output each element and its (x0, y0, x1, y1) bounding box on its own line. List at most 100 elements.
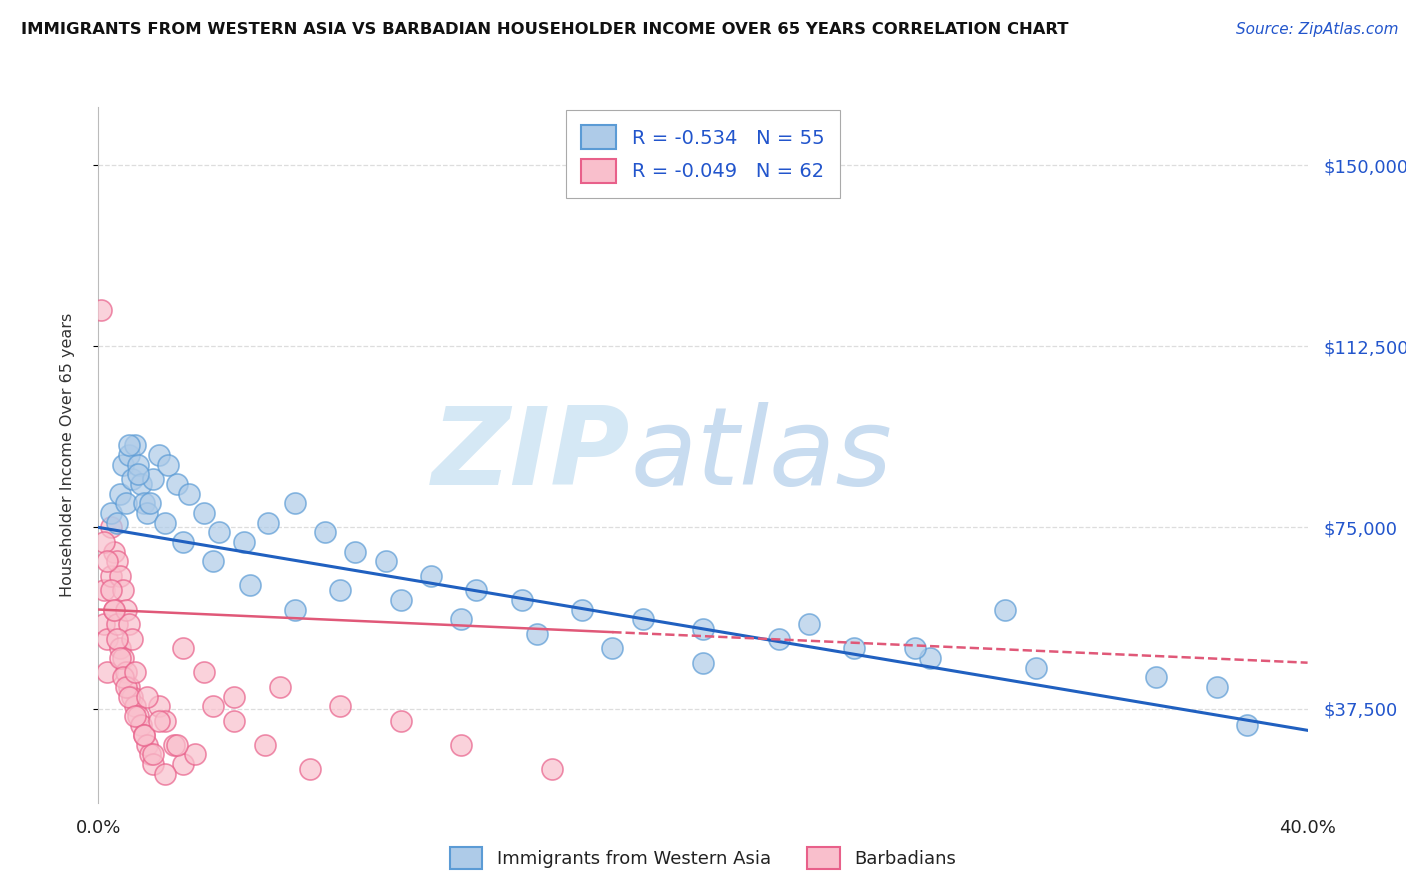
Point (100, 583, 122, 598)
Point (420, 568, 443, 582)
Point (142, 472, 165, 486)
Point (284, 496, 307, 510)
Point (153, 714, 176, 728)
Point (118, 690, 141, 704)
Point (179, 486, 201, 500)
Point (510, 592, 533, 607)
Point (132, 728, 155, 742)
Point (100, 520, 122, 534)
Point (202, 554, 225, 568)
Point (172, 757, 194, 772)
Point (797, 617, 820, 632)
Point (232, 534, 254, 549)
Point (135, 738, 157, 752)
Point (114, 680, 136, 694)
Point (153, 516, 176, 530)
Point (108, 641, 131, 656)
Point (768, 632, 790, 646)
Point (208, 525, 231, 540)
Point (389, 592, 412, 607)
Point (269, 680, 291, 694)
Point (844, 641, 866, 656)
Point (1236, 718, 1258, 732)
Point (224, 690, 246, 704)
Point (127, 708, 149, 723)
Point (96, 665, 118, 680)
Point (1206, 680, 1229, 694)
Point (114, 602, 136, 616)
Point (193, 665, 215, 680)
Point (108, 651, 131, 665)
Point (111, 670, 134, 684)
Point (105, 554, 128, 568)
Point (256, 516, 278, 530)
Point (132, 496, 155, 510)
Point (111, 458, 134, 472)
Point (299, 762, 322, 776)
Point (329, 699, 352, 714)
Point (314, 525, 336, 540)
Point (1024, 660, 1046, 674)
Point (692, 622, 714, 636)
Text: atlas: atlas (630, 402, 893, 508)
Point (103, 602, 125, 616)
Point (139, 496, 162, 510)
Point (602, 641, 624, 656)
Point (105, 617, 128, 632)
Point (139, 747, 162, 762)
Point (127, 458, 149, 472)
Point (1144, 670, 1167, 684)
Point (114, 665, 136, 680)
Point (166, 476, 188, 491)
Point (121, 690, 143, 704)
Point (124, 665, 146, 680)
Point (90, 303, 112, 318)
Point (105, 516, 128, 530)
Point (129, 718, 152, 732)
Point (114, 496, 136, 510)
Legend: Immigrants from Western Asia, Barbadians: Immigrants from Western Asia, Barbadians (441, 838, 965, 879)
Point (111, 651, 134, 665)
Point (253, 738, 276, 752)
Point (202, 699, 225, 714)
Y-axis label: Householder Income Over 65 years: Householder Income Over 65 years (60, 313, 75, 597)
Text: Source: ZipAtlas.com: Source: ZipAtlas.com (1236, 22, 1399, 37)
Text: ZIP: ZIP (432, 402, 630, 508)
Point (105, 632, 128, 646)
Point (124, 708, 146, 723)
Point (692, 656, 714, 670)
Point (108, 568, 131, 582)
Point (166, 738, 188, 752)
Point (124, 438, 146, 452)
Point (284, 602, 307, 616)
Point (153, 766, 176, 781)
Point (172, 534, 194, 549)
Point (108, 486, 131, 500)
Point (172, 641, 194, 656)
Point (918, 651, 941, 665)
Legend: R = -0.534   N = 55, R = -0.049   N = 62: R = -0.534 N = 55, R = -0.049 N = 62 (565, 110, 841, 198)
Point (450, 738, 472, 752)
Point (224, 714, 246, 728)
Point (148, 448, 170, 462)
Point (148, 714, 170, 728)
Point (374, 554, 396, 568)
Point (96, 632, 118, 646)
Point (121, 632, 143, 646)
Point (93, 534, 115, 549)
Point (571, 602, 593, 616)
Point (389, 714, 412, 728)
Point (118, 680, 141, 694)
Point (526, 626, 548, 640)
Point (132, 728, 155, 742)
Point (118, 617, 141, 632)
Point (127, 467, 149, 482)
Point (118, 448, 141, 462)
Point (540, 762, 562, 776)
Point (156, 458, 179, 472)
Point (100, 506, 122, 520)
Point (93, 583, 115, 598)
Point (904, 641, 927, 656)
Point (93, 617, 115, 632)
Point (193, 506, 215, 520)
